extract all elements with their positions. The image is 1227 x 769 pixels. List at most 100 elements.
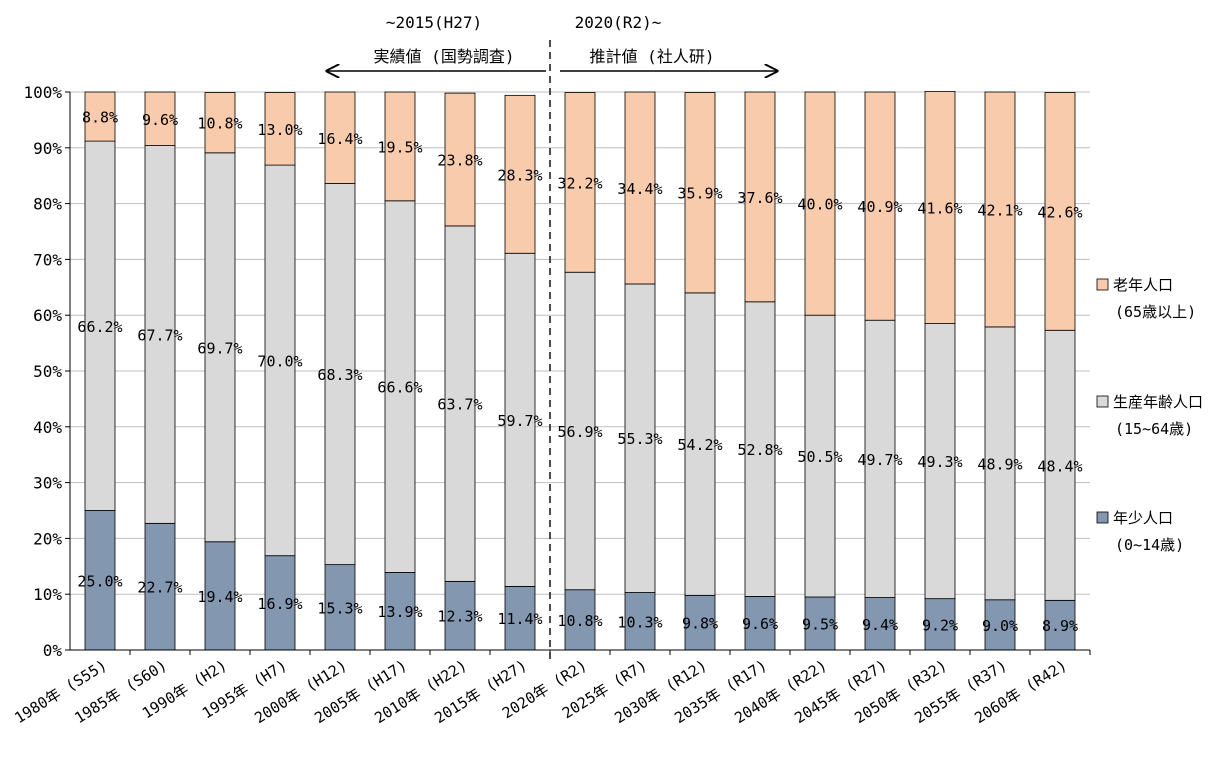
bar-segment-youth <box>984 599 1016 651</box>
y-tick-label: 80% <box>33 195 62 214</box>
bar-segment-working <box>264 164 296 557</box>
data-label-youth: 9.8% <box>682 615 718 633</box>
bar-segment-working <box>864 319 896 598</box>
data-label-elderly: 8.8% <box>82 109 118 127</box>
data-label-elderly: 19.5% <box>377 138 422 156</box>
data-label-elderly: 42.6% <box>1037 203 1082 221</box>
y-tick-label: 40% <box>33 418 62 437</box>
data-label-youth: 9.5% <box>802 615 838 633</box>
data-label-working: 50.5% <box>797 448 842 466</box>
legend-label-working: 生産年齢人口 <box>1113 393 1203 411</box>
legend-swatch-working <box>1096 395 1109 408</box>
bar-segment-elderly <box>924 91 956 324</box>
data-label-youth: 25.0% <box>77 572 122 590</box>
bar-segment-elderly <box>264 92 296 166</box>
data-label-youth: 11.4% <box>497 610 542 628</box>
y-tick-label: 50% <box>33 362 62 381</box>
y-tick-label: 30% <box>33 474 62 493</box>
legend-sub-working: (15~64歳) <box>1115 420 1193 438</box>
bar-segment-elderly <box>684 92 716 294</box>
bar-segment-youth <box>144 522 176 651</box>
bar-segment-youth <box>384 572 416 651</box>
data-label-youth: 13.9% <box>377 603 422 621</box>
data-label-working: 66.6% <box>377 379 422 397</box>
data-label-elderly: 23.8% <box>437 152 482 170</box>
bar-segment-working <box>504 252 536 587</box>
bar-segment-working <box>924 323 956 600</box>
y-tick-label: 60% <box>33 306 62 325</box>
data-label-elderly: 32.2% <box>557 174 602 192</box>
data-label-elderly: 10.8% <box>197 115 242 133</box>
bar-segment-youth <box>84 510 116 651</box>
data-label-working: 48.4% <box>1037 457 1082 475</box>
data-label-elderly: 35.9% <box>677 185 722 203</box>
bar-segment-elderly <box>744 91 776 303</box>
bar-segment-youth <box>324 564 356 651</box>
x-axis-ticks: 1980年 (S55)1985年 (S60)1990年 (H2)1995年 (H… <box>11 650 1091 727</box>
y-tick-label: 0% <box>43 641 63 660</box>
bar-segment-working <box>684 292 716 596</box>
data-label-youth: 10.8% <box>557 612 602 630</box>
bar-segment-elderly <box>864 91 896 321</box>
data-label-youth: 16.9% <box>257 595 302 613</box>
data-label-youth: 9.2% <box>922 616 958 634</box>
y-tick-label: 20% <box>33 529 62 548</box>
data-label-working: 49.3% <box>917 453 962 471</box>
annotation-estimate-source: 推計値 (社人研) <box>590 47 715 66</box>
data-label-working: 63.7% <box>437 396 482 414</box>
data-label-elderly: 42.1% <box>977 201 1022 219</box>
legend-swatch-elderly <box>1096 278 1109 291</box>
legend-sub-youth: (0~14歳) <box>1115 536 1184 554</box>
legend-sub-elderly: (65歳以上) <box>1115 303 1196 321</box>
y-tick-label: 90% <box>33 139 62 158</box>
bar-segment-elderly <box>384 91 416 202</box>
bar-segment-elderly <box>804 91 836 316</box>
bar-segment-youth <box>444 580 476 651</box>
data-label-elderly: 40.0% <box>797 196 842 214</box>
annotation-actual-source: 実績値 (国勢調査) <box>374 47 515 66</box>
data-label-working: 70.0% <box>257 352 302 370</box>
data-label-elderly: 28.3% <box>497 166 542 184</box>
data-label-working: 69.7% <box>197 339 242 357</box>
bar-segment-youth <box>1044 599 1076 651</box>
y-tick-label: 70% <box>33 250 62 269</box>
legend: 老年人口 (65歳以上) 生産年齢人口 (15~64歳) 年少人口 (0~14歳… <box>1096 276 1203 554</box>
y-tick-label: 100% <box>23 83 62 102</box>
bar-segment-working <box>804 314 836 598</box>
data-label-youth: 15.3% <box>317 599 362 617</box>
legend-label-elderly: 老年人口 <box>1113 276 1173 294</box>
bar-segment-youth <box>264 555 296 651</box>
data-label-working: 55.3% <box>617 430 662 448</box>
data-label-working: 52.8% <box>737 441 782 459</box>
data-label-working: 59.7% <box>497 412 542 430</box>
data-label-elderly: 16.4% <box>317 130 362 148</box>
y-tick-label: 10% <box>33 585 62 604</box>
data-label-youth: 19.4% <box>197 588 242 606</box>
data-label-elderly: 34.4% <box>617 180 662 198</box>
data-label-working: 54.2% <box>677 436 722 454</box>
bar-segment-elderly <box>84 91 116 142</box>
data-label-working: 68.3% <box>317 366 362 384</box>
bar-segment-elderly <box>324 91 356 184</box>
bar-segment-youth <box>504 585 536 651</box>
legend-label-youth: 年少人口 <box>1113 509 1173 527</box>
bar-segment-elderly <box>504 94 536 254</box>
bar-segment-working <box>204 152 236 543</box>
data-label-working: 56.9% <box>557 423 602 441</box>
data-label-elderly: 40.9% <box>857 198 902 216</box>
bars <box>84 91 1076 651</box>
data-label-working: 48.9% <box>977 455 1022 473</box>
annotation-estimate-range: 2020(R2)~ <box>575 13 662 32</box>
bar-segment-elderly <box>564 92 596 273</box>
y-axis-ticks: 0% 10% 20% 30% 40% 50% 60% 70% 80% 90% 100% <box>23 83 1090 660</box>
bar-segment-working <box>144 145 176 524</box>
data-label-working: 66.2% <box>77 318 122 336</box>
data-label-elderly: 41.6% <box>917 200 962 218</box>
data-label-working: 67.7% <box>137 326 182 344</box>
data-label-working: 49.7% <box>857 451 902 469</box>
data-label-elderly: 37.6% <box>737 189 782 207</box>
bar-segment-elderly <box>624 91 656 285</box>
bar-segment-working <box>744 301 776 597</box>
bar-segment-elderly <box>1044 92 1076 331</box>
